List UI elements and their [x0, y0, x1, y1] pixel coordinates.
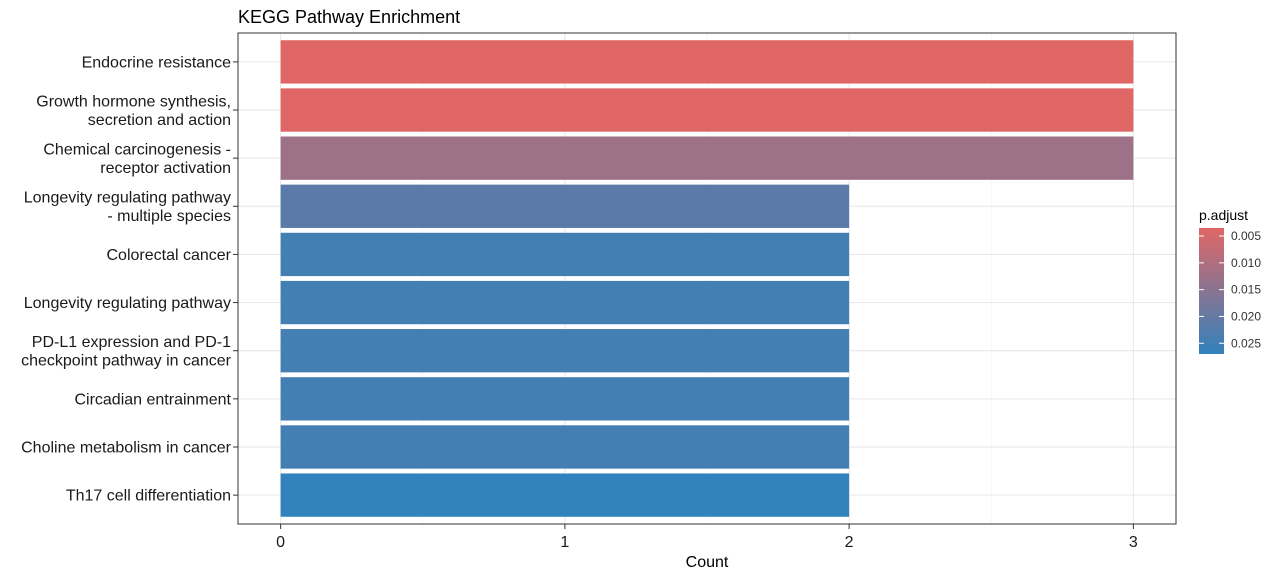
category-label-line: Colorectal cancer: [107, 247, 232, 264]
category-label-line: receptor activation: [100, 160, 231, 177]
bars-layer: [280, 40, 1134, 517]
legend-tick-label-2: 0.015: [1231, 283, 1261, 297]
category-label-line: PD-L1 expression and PD-1: [32, 334, 231, 351]
bar-8: [280, 377, 850, 421]
category-label-line: Growth hormone synthesis,: [36, 93, 231, 110]
category-label-line: Th17 cell differentiation: [66, 488, 231, 505]
bar-6: [280, 280, 850, 325]
category-label-4: Longevity regulating pathway - multiple s…: [24, 190, 231, 226]
x-tick-label-1: 1: [560, 534, 569, 551]
category-label-line: secretion and action: [88, 112, 231, 129]
y-axis: Endocrine resistance Growth hormone synth…: [21, 54, 238, 505]
x-tick-label-2: 2: [845, 534, 854, 551]
legend-colorbar: [1199, 228, 1224, 354]
category-label-line: Longevity regulating pathway: [24, 190, 231, 207]
legend-tick-label-4: 0.025: [1231, 336, 1261, 350]
bar-5: [280, 232, 850, 277]
category-label-5: Colorectal cancer: [107, 247, 232, 264]
bar-1: [280, 40, 1134, 84]
color-legend: p.adjust 0.005 0.010 0.015 0.020 0.025: [1199, 207, 1261, 354]
legend-tick-label-3: 0.020: [1231, 309, 1261, 323]
category-label-line: - multiple species: [107, 208, 231, 225]
panel-border: [237, 32, 1177, 525]
bar-4: [280, 184, 850, 228]
category-label-line: Endocrine resistance: [82, 54, 232, 71]
category-label-6: Longevity regulating pathway: [24, 295, 231, 312]
x-tick-label-0: 0: [276, 534, 285, 551]
bar-2: [280, 88, 1134, 132]
category-label-8: Circadian entrainment: [74, 391, 231, 408]
x-axis-title: Count: [686, 554, 729, 571]
x-axis: 0 1 2 3: [276, 524, 1138, 551]
legend-tick-label-1: 0.010: [1231, 256, 1261, 270]
bar-3: [280, 136, 1134, 180]
category-label-7: PD-L1 expression and PD-1 checkpoint path…: [21, 334, 232, 370]
bar-9: [280, 425, 850, 469]
category-label-line: Circadian entrainment: [74, 391, 231, 408]
category-label-line: checkpoint pathway in cancer: [21, 352, 232, 369]
legend-tick-label-0: 0.005: [1231, 229, 1261, 243]
bar-7: [280, 329, 850, 373]
category-label-line: Chemical carcinogenesis -: [43, 141, 231, 158]
legend-title: p.adjust: [1199, 207, 1248, 223]
category-label-10: Th17 cell differentiation: [66, 488, 231, 505]
category-label-9: Choline metabolism in cancer: [21, 439, 232, 456]
category-label-2: Growth hormone synthesis, secretion and a…: [36, 93, 231, 129]
category-label-line: Choline metabolism in cancer: [21, 439, 232, 456]
category-label-3: Chemical carcinogenesis - receptor activa…: [43, 141, 231, 177]
x-tick-label-3: 3: [1129, 534, 1138, 551]
category-label-1: Endocrine resistance: [82, 54, 232, 71]
bar-10: [280, 473, 850, 517]
category-label-line: Longevity regulating pathway: [24, 295, 231, 312]
chart-title: KEGG Pathway Enrichment: [238, 7, 460, 27]
